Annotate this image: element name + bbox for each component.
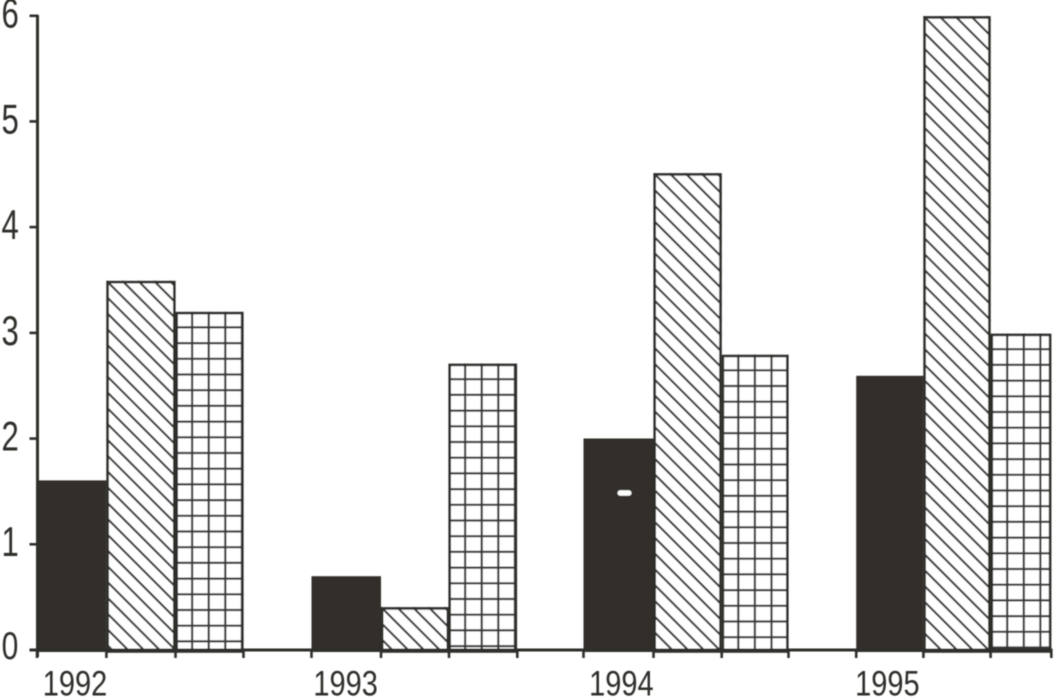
svg-text:2: 2 bbox=[2, 413, 19, 460]
svg-text:1993: 1993 bbox=[313, 665, 378, 697]
svg-text:5: 5 bbox=[2, 95, 19, 142]
svg-text:1994: 1994 bbox=[589, 665, 654, 697]
svg-text:1995: 1995 bbox=[855, 665, 920, 697]
svg-text:6: 6 bbox=[2, 0, 19, 37]
svg-text:1: 1 bbox=[2, 518, 19, 565]
svg-text:3: 3 bbox=[2, 307, 19, 354]
svg-text:1992: 1992 bbox=[43, 665, 108, 697]
svg-text:0: 0 bbox=[2, 625, 19, 668]
svg-text:4: 4 bbox=[2, 201, 19, 248]
